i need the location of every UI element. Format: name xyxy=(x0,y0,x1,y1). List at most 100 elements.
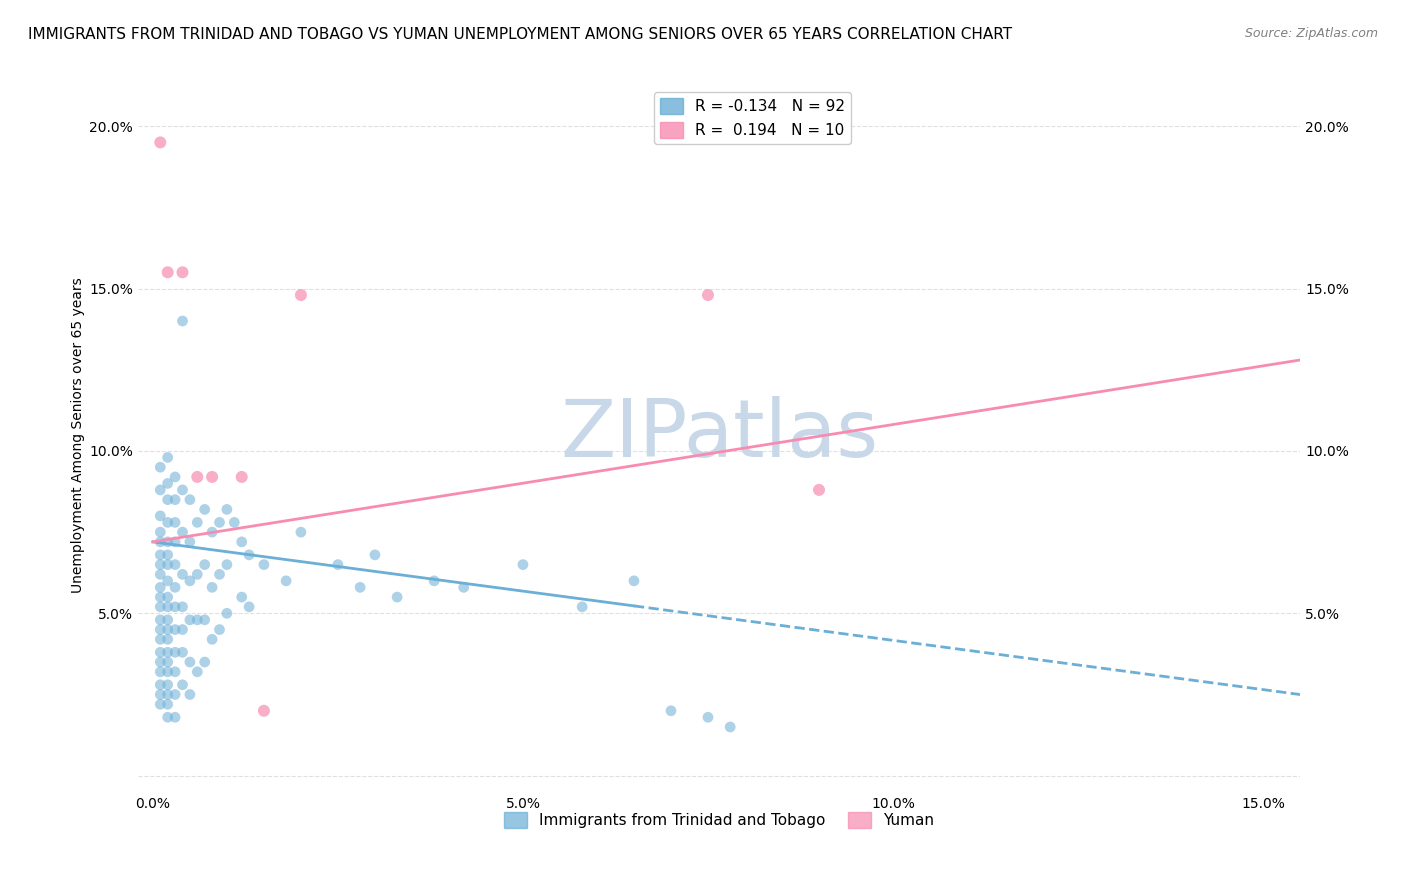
Point xyxy=(186,470,208,484)
Point xyxy=(194,558,217,572)
Point xyxy=(385,590,408,604)
Y-axis label: Unemployment Among Seniors over 65 years: Unemployment Among Seniors over 65 years xyxy=(72,277,86,592)
Point xyxy=(149,632,172,647)
Point xyxy=(156,632,179,647)
Point xyxy=(149,678,172,692)
Point xyxy=(186,567,208,582)
Point xyxy=(165,688,187,702)
Point xyxy=(149,655,172,669)
Point xyxy=(149,483,172,497)
Point xyxy=(149,558,172,572)
Point xyxy=(165,516,187,530)
Text: Source: ZipAtlas.com: Source: ZipAtlas.com xyxy=(1244,27,1378,40)
Point xyxy=(165,665,187,679)
Point xyxy=(149,460,172,475)
Point xyxy=(186,613,208,627)
Point xyxy=(201,580,224,594)
Point xyxy=(156,678,179,692)
Point xyxy=(172,678,194,692)
Point xyxy=(165,534,187,549)
Point xyxy=(186,665,208,679)
Point xyxy=(149,590,172,604)
Point xyxy=(156,548,179,562)
Point xyxy=(165,492,187,507)
Point xyxy=(172,483,194,497)
Point xyxy=(156,623,179,637)
Point xyxy=(423,574,446,588)
Point xyxy=(290,288,312,302)
Point xyxy=(179,534,201,549)
Point xyxy=(156,450,179,465)
Point xyxy=(149,698,172,712)
Point xyxy=(165,599,187,614)
Point xyxy=(201,470,224,484)
Point xyxy=(156,534,179,549)
Point xyxy=(149,567,172,582)
Point xyxy=(156,590,179,604)
Point xyxy=(149,613,172,627)
Point xyxy=(238,599,260,614)
Point xyxy=(186,516,208,530)
Point xyxy=(165,558,187,572)
Point xyxy=(149,534,172,549)
Point xyxy=(156,710,179,724)
Point xyxy=(156,265,179,279)
Point xyxy=(149,580,172,594)
Point xyxy=(149,525,172,540)
Point xyxy=(156,655,179,669)
Point xyxy=(194,613,217,627)
Point xyxy=(156,492,179,507)
Point xyxy=(172,567,194,582)
Point xyxy=(215,502,238,516)
Point xyxy=(172,525,194,540)
Point xyxy=(172,645,194,659)
Point xyxy=(253,704,276,718)
Point xyxy=(179,655,201,669)
Point xyxy=(194,655,217,669)
Legend: Immigrants from Trinidad and Tobago, Yuman: Immigrants from Trinidad and Tobago, Yum… xyxy=(498,806,941,834)
Point xyxy=(149,599,172,614)
Point xyxy=(156,698,179,712)
Point xyxy=(231,470,253,484)
Point xyxy=(453,580,475,594)
Point xyxy=(156,558,179,572)
Point xyxy=(208,623,231,637)
Point xyxy=(156,665,179,679)
Point xyxy=(179,688,201,702)
Point xyxy=(156,613,179,627)
Point xyxy=(208,516,231,530)
Point xyxy=(659,704,682,718)
Point xyxy=(165,710,187,724)
Point xyxy=(156,645,179,659)
Point xyxy=(165,470,187,484)
Point xyxy=(364,548,387,562)
Point xyxy=(149,688,172,702)
Point xyxy=(290,525,312,540)
Point xyxy=(179,574,201,588)
Point xyxy=(156,476,179,491)
Point xyxy=(179,613,201,627)
Point xyxy=(149,136,172,150)
Point xyxy=(512,558,534,572)
Point xyxy=(149,623,172,637)
Point xyxy=(149,548,172,562)
Point xyxy=(571,599,593,614)
Point xyxy=(156,599,179,614)
Point xyxy=(156,688,179,702)
Point xyxy=(201,525,224,540)
Point xyxy=(231,534,253,549)
Point xyxy=(697,710,720,724)
Point xyxy=(231,590,253,604)
Point xyxy=(623,574,645,588)
Point xyxy=(349,580,371,594)
Point xyxy=(697,288,720,302)
Point xyxy=(194,502,217,516)
Text: IMMIGRANTS FROM TRINIDAD AND TOBAGO VS YUMAN UNEMPLOYMENT AMONG SENIORS OVER 65 : IMMIGRANTS FROM TRINIDAD AND TOBAGO VS Y… xyxy=(28,27,1012,42)
Point xyxy=(253,558,276,572)
Point xyxy=(149,645,172,659)
Point xyxy=(179,492,201,507)
Point xyxy=(326,558,349,572)
Point xyxy=(238,548,260,562)
Point xyxy=(208,567,231,582)
Point xyxy=(215,607,238,621)
